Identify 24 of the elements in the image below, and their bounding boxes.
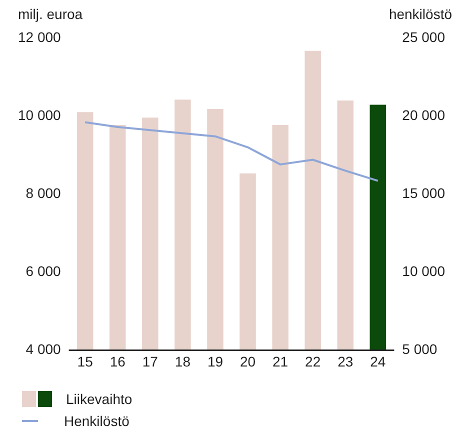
y-tick-label: 10 000 — [18, 106, 62, 123]
legend-label: Liikevaihto — [66, 391, 132, 407]
x-tick-label: 19 — [207, 353, 224, 370]
x-tick-label: 24 — [370, 353, 386, 370]
y-tick-label: 8 000 — [26, 184, 62, 201]
y2-tick-label: 5 000 — [402, 341, 438, 358]
y-tick-label: 6 000 — [26, 263, 62, 280]
y2-axis-title: henkilöstö — [388, 6, 452, 22]
y-tick-label: 12 000 — [18, 28, 62, 45]
x-tick-label: 18 — [174, 353, 191, 370]
legend-label: Henkilöstö — [64, 413, 130, 429]
y-tick-label: 4 000 — [26, 341, 62, 358]
y2-tick-label: 15 000 — [402, 184, 446, 201]
x-tick-label: 15 — [77, 353, 94, 370]
x-tick-label: 22 — [305, 353, 321, 370]
x-tick-label: 17 — [142, 353, 158, 370]
y2-tick-label: 25 000 — [402, 28, 446, 45]
x-tick-label: 16 — [110, 353, 126, 370]
x-tick-label: 21 — [272, 353, 288, 370]
y2-tick-label: 10 000 — [402, 263, 446, 280]
x-tick-label: 23 — [338, 353, 354, 370]
y2-tick-label: 20 000 — [402, 106, 446, 123]
x-tick-label: 20 — [240, 353, 256, 370]
y-axis-title: milj. euroa — [18, 6, 83, 22]
